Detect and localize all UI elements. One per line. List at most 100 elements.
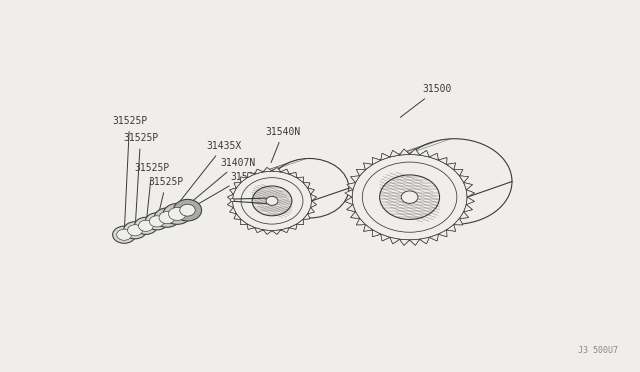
Polygon shape <box>390 237 399 244</box>
Polygon shape <box>351 176 360 183</box>
Polygon shape <box>420 150 429 157</box>
Ellipse shape <box>124 222 147 239</box>
Polygon shape <box>289 224 297 230</box>
Polygon shape <box>255 228 263 232</box>
Polygon shape <box>454 218 463 225</box>
Polygon shape <box>272 167 281 172</box>
Polygon shape <box>234 214 241 219</box>
Ellipse shape <box>149 216 164 227</box>
Polygon shape <box>429 153 438 160</box>
Polygon shape <box>345 190 353 197</box>
Text: 31525P: 31525P <box>112 116 147 232</box>
Polygon shape <box>447 163 456 170</box>
Polygon shape <box>390 237 399 244</box>
Polygon shape <box>297 177 304 182</box>
Polygon shape <box>464 183 472 190</box>
Polygon shape <box>247 224 255 230</box>
Ellipse shape <box>134 217 157 234</box>
Polygon shape <box>420 237 429 244</box>
Ellipse shape <box>116 229 132 240</box>
Polygon shape <box>255 169 263 174</box>
Polygon shape <box>230 208 236 214</box>
Polygon shape <box>227 194 234 201</box>
Ellipse shape <box>252 186 292 216</box>
Polygon shape <box>345 190 353 197</box>
Polygon shape <box>234 182 241 188</box>
Polygon shape <box>303 182 310 188</box>
Polygon shape <box>345 197 353 205</box>
Polygon shape <box>460 212 468 218</box>
Polygon shape <box>399 239 410 245</box>
Polygon shape <box>240 177 247 182</box>
Ellipse shape <box>266 196 278 205</box>
Polygon shape <box>372 158 381 164</box>
Polygon shape <box>347 183 355 190</box>
Ellipse shape <box>380 175 440 219</box>
Polygon shape <box>429 234 438 241</box>
Polygon shape <box>240 219 247 225</box>
Polygon shape <box>467 190 474 197</box>
Polygon shape <box>347 205 355 212</box>
Polygon shape <box>263 230 272 234</box>
Polygon shape <box>289 224 297 230</box>
Text: 31525P: 31525P <box>148 177 184 219</box>
Polygon shape <box>297 177 304 182</box>
Polygon shape <box>364 225 372 231</box>
Text: 31555: 31555 <box>190 172 260 209</box>
Polygon shape <box>345 197 353 205</box>
Polygon shape <box>429 153 438 160</box>
Text: 31500: 31500 <box>400 84 452 117</box>
Polygon shape <box>247 172 255 177</box>
Polygon shape <box>410 239 420 245</box>
Polygon shape <box>308 188 314 194</box>
Polygon shape <box>351 212 360 219</box>
Polygon shape <box>263 230 272 234</box>
Polygon shape <box>289 172 297 177</box>
Ellipse shape <box>113 226 136 243</box>
Polygon shape <box>230 188 236 194</box>
Polygon shape <box>399 239 410 245</box>
Ellipse shape <box>173 199 202 221</box>
Polygon shape <box>438 230 447 237</box>
Polygon shape <box>454 169 463 176</box>
Polygon shape <box>351 176 360 183</box>
Polygon shape <box>467 190 474 197</box>
Ellipse shape <box>154 208 180 227</box>
Ellipse shape <box>180 204 195 216</box>
Polygon shape <box>310 194 317 201</box>
Polygon shape <box>234 182 241 188</box>
Polygon shape <box>381 234 390 241</box>
Polygon shape <box>410 239 420 245</box>
Polygon shape <box>263 167 272 172</box>
Polygon shape <box>272 230 281 234</box>
Polygon shape <box>234 214 241 219</box>
Polygon shape <box>356 219 365 225</box>
Polygon shape <box>429 234 438 241</box>
Ellipse shape <box>159 212 175 224</box>
Polygon shape <box>227 201 234 208</box>
Polygon shape <box>399 149 410 155</box>
Polygon shape <box>255 169 263 174</box>
Polygon shape <box>230 188 236 194</box>
Ellipse shape <box>145 213 168 230</box>
Polygon shape <box>438 158 447 164</box>
Polygon shape <box>381 234 390 241</box>
Polygon shape <box>467 197 474 205</box>
Text: 31525P: 31525P <box>134 163 170 223</box>
Ellipse shape <box>352 154 467 240</box>
Polygon shape <box>227 201 234 208</box>
Polygon shape <box>460 176 468 183</box>
Ellipse shape <box>168 208 186 220</box>
Text: J3 500U7: J3 500U7 <box>578 346 618 355</box>
Polygon shape <box>303 214 310 219</box>
Polygon shape <box>460 176 468 183</box>
Polygon shape <box>390 150 399 157</box>
Polygon shape <box>303 214 310 219</box>
Ellipse shape <box>138 220 154 231</box>
Polygon shape <box>297 219 304 225</box>
Polygon shape <box>347 183 355 190</box>
Polygon shape <box>464 205 472 212</box>
Polygon shape <box>255 228 263 232</box>
Polygon shape <box>227 194 234 201</box>
Polygon shape <box>460 212 468 218</box>
